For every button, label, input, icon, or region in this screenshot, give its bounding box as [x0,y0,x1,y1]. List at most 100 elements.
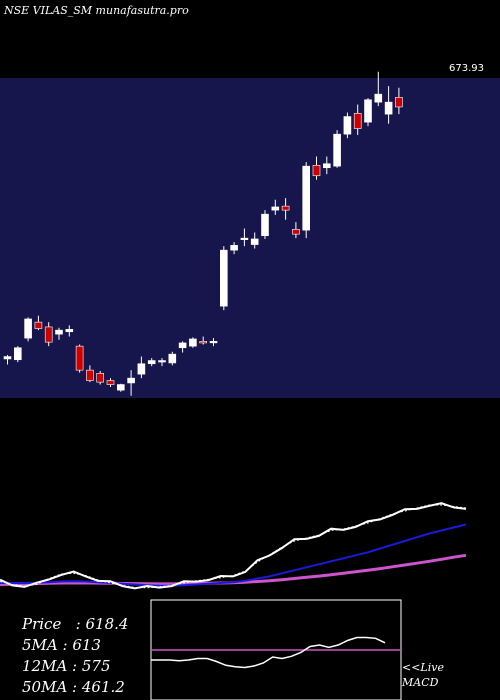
candle [364,98,372,127]
candle [384,86,393,124]
candle [147,358,156,367]
candle-body [34,321,43,329]
candle [312,156,321,180]
legend: Price : 618.4 5MA : 613 12MA : 575 50MA … [22,614,128,698]
candle-body [322,163,331,169]
candle [178,341,187,353]
candle [158,358,166,367]
candle [240,228,249,247]
candle-body [14,347,22,361]
candle-body [333,133,341,167]
macd-group [151,636,401,669]
candle [168,351,177,366]
candle-body [240,237,249,240]
candle-body [312,165,321,177]
price-tag: 673.93 [449,63,484,74]
candle-body [374,93,383,103]
macd-text: MACD [402,676,439,689]
candle [250,232,259,249]
legend-12ma-label: 12MA [22,657,68,675]
candle-body [384,101,393,115]
candle [24,317,32,342]
candle-body [292,229,300,235]
candle [106,378,115,387]
candle-body [44,326,53,343]
candle-body [261,213,269,237]
moving-average-lines [0,502,467,590]
candle-body [96,373,104,383]
candle [395,87,403,115]
legend-12ma-row: 12MA : 575 [22,657,111,675]
candle [75,344,84,373]
candle-body [127,377,135,384]
price-close-line [0,502,467,590]
candle [374,71,383,107]
legend-50ma-row: 50MA : 461.2 [22,678,125,696]
candle [34,315,43,331]
candle [86,365,94,383]
candle [199,336,207,345]
price-candles [3,71,403,396]
candle [220,246,228,311]
candle [14,346,22,363]
candle-body [353,113,362,129]
price-panel [0,78,500,398]
candle [117,383,125,392]
candle-body [158,360,166,363]
legend-price-value: 618.4 [85,615,129,633]
candle-body [343,116,352,135]
legend-50ma-value: 461.2 [81,678,125,696]
candle-body [250,238,259,245]
legend-5ma-row: 5MA : 613 [22,636,101,654]
candle [189,337,197,348]
legend-5ma-label: 5MA [22,636,58,654]
candle [322,156,331,175]
candle-body [220,249,228,307]
candle [261,210,269,239]
candle [302,162,311,239]
legend-5ma-value: 613 [72,636,101,654]
legend-price-label: Price [22,615,62,633]
candle [209,338,218,347]
candle-body [3,356,12,360]
candle [44,322,53,347]
candle-body [189,338,197,347]
candle [55,327,63,340]
candle-body [199,341,207,344]
candle [343,112,352,139]
candle-body [75,345,84,371]
candle-body [55,329,63,335]
legend-12ma-value: 575 [81,657,111,675]
candle-body [364,99,372,123]
candle-body [302,165,311,231]
candle-body [281,205,290,211]
candle-body [106,380,115,385]
ma12-line [0,523,467,587]
live-macd-label: <<Live MACD [402,660,444,690]
candle-body [271,206,280,211]
candle [127,370,135,396]
candle [271,199,280,215]
candle-body [24,318,32,339]
chart-title: NSE VILAS_SM munafasutra.pro [4,4,189,17]
legend-50ma-label: 50MA [22,678,68,696]
candle-body [147,360,156,365]
candle [65,325,74,337]
ma50-line [0,553,467,586]
candle-body [209,341,218,344]
candle-body [178,342,187,349]
live-text: <<Live [402,661,444,674]
candle-body [230,245,238,251]
candle [230,242,238,255]
candle-body [65,329,74,333]
candle [333,130,341,168]
candle-body [86,369,94,381]
candle-body [168,353,177,364]
macd-line [151,636,386,669]
candle [137,356,146,379]
candle [353,104,362,135]
candle-body [117,384,125,391]
candle [281,198,290,220]
